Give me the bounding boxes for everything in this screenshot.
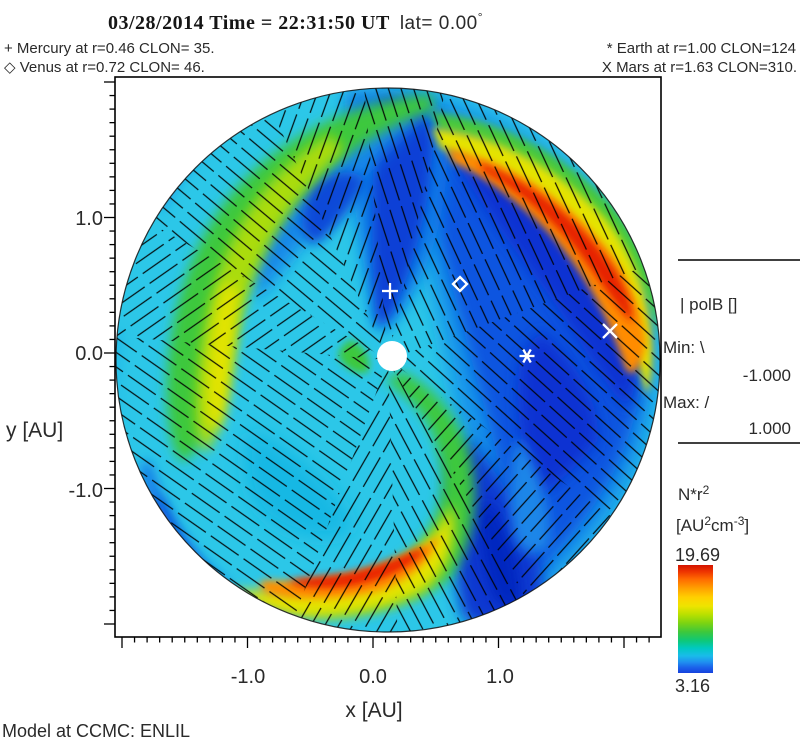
planet-marker-earth <box>519 348 535 364</box>
colorbar-min: 3.16 <box>675 676 710 696</box>
polb-title: | polB [] <box>680 295 737 314</box>
colorbar <box>678 565 713 673</box>
polb-min-value: -1.000 <box>743 366 791 385</box>
y-tick-label-1: 1.0 <box>75 208 103 230</box>
plot-title: 03/28/2014 Time = 22:31:50 UT lat= 0.00° <box>108 10 483 34</box>
y-axis-title: y [AU] <box>6 419 63 442</box>
colorbar-max: 19.69 <box>675 545 720 565</box>
y-tick-label-m1: -1.0 <box>69 480 103 502</box>
planet-marker-mercury <box>382 283 398 299</box>
polb-max-label: Max: / <box>663 393 710 412</box>
colorbar-quantity: N*r2 <box>678 483 710 504</box>
legend-mercury: + Mercury at r=0.46 CLON= 35. <box>4 40 215 57</box>
plot-frame <box>114 76 662 638</box>
sun-disk <box>377 341 407 371</box>
x-tick-label-1: 1.0 <box>486 666 514 688</box>
x-tick-label-0: 0.0 <box>359 666 387 688</box>
planet-marker-mars <box>602 323 618 339</box>
polarity-hatching-overlay <box>116 88 660 632</box>
y-tick-label-0: 0.0 <box>75 343 103 365</box>
legend-mars: X Mars at r=1.63 CLON=310. <box>602 59 797 76</box>
x-axis-title: x [AU] <box>345 699 402 722</box>
x-tick-label-m1: -1.0 <box>231 666 265 688</box>
legend-earth: * Earth at r=1.00 CLON=124 <box>607 40 796 57</box>
polb-max-value: 1.000 <box>748 419 791 438</box>
polb-min-label: Min: \ <box>663 338 705 357</box>
colorbar-units: [AU2cm-3] <box>676 514 749 535</box>
model-credit: Model at CCMC: ENLIL <box>2 721 190 741</box>
legend-venus: ◇ Venus at r=0.72 CLON= 46. <box>4 59 205 76</box>
axis-ticks <box>104 81 650 648</box>
planet-marker-venus <box>451 275 469 293</box>
disk-rim-contour <box>115 87 661 633</box>
planet-markers <box>382 275 618 364</box>
